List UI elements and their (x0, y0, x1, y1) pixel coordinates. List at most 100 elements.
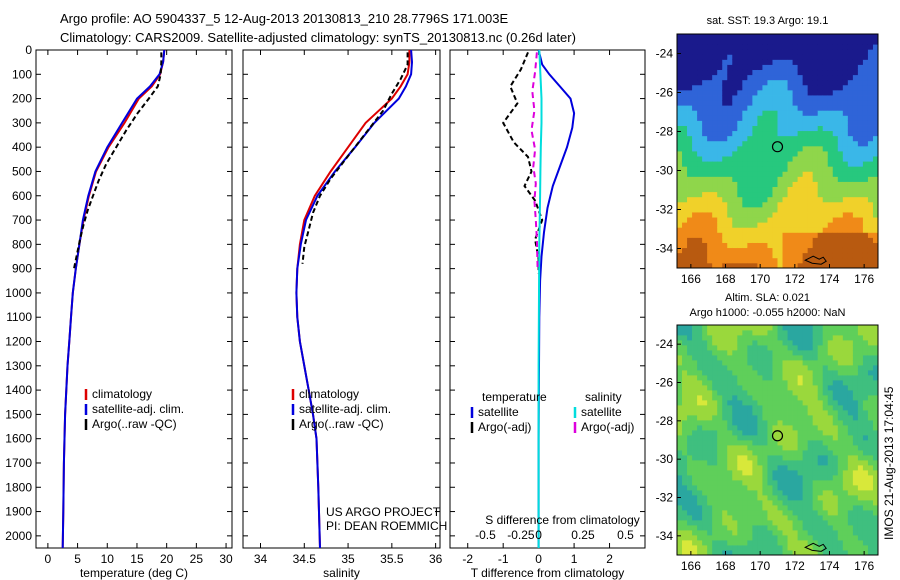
map-cell (802, 505, 809, 511)
map-cell (852, 475, 859, 481)
map-cell (792, 105, 799, 111)
map-cell (852, 161, 859, 167)
map-cell (712, 252, 718, 259)
map-cell (782, 520, 788, 526)
map-cell (792, 485, 799, 491)
map-cell (737, 115, 743, 121)
map-cell (712, 435, 718, 441)
map-cell (757, 510, 763, 516)
x-tick-label: 35 (341, 552, 355, 566)
map-cell (812, 435, 819, 441)
map-cell (682, 227, 688, 233)
map-cell (742, 375, 748, 381)
map-cell (742, 430, 748, 436)
map-cell (787, 39, 793, 45)
map-cell (742, 370, 748, 376)
map-cell (757, 110, 763, 116)
map-cell (692, 510, 698, 516)
map-cell (722, 540, 728, 546)
map-cell (817, 425, 824, 431)
map-cell (842, 176, 849, 182)
map-cell (802, 196, 809, 203)
y-tick-label: 1800 (5, 480, 32, 494)
map-cell (857, 151, 864, 157)
map-cell (712, 166, 718, 172)
map-cell (782, 500, 788, 506)
map-cell (707, 222, 713, 228)
map-cell (832, 34, 839, 40)
map-cell (707, 135, 713, 142)
map-cell (757, 54, 763, 60)
map-cell (717, 181, 723, 188)
map-cell (737, 345, 743, 351)
map-cell (827, 520, 834, 526)
x-tick-label: 174 (819, 272, 839, 286)
map-cell (862, 156, 869, 162)
map-cell (732, 415, 738, 421)
map-cell (827, 545, 834, 551)
map-cell (712, 425, 718, 431)
map-cell (832, 340, 839, 346)
map-cell (832, 425, 839, 431)
map-cell (707, 420, 713, 426)
x-tick-label: 176 (854, 272, 874, 286)
map-cell (697, 54, 703, 60)
map-cell (757, 440, 763, 446)
map-cell (682, 410, 688, 416)
map-cell (772, 79, 778, 86)
map-cell (812, 445, 819, 451)
map-cell (792, 227, 799, 233)
map-cell (737, 171, 743, 177)
map-cell (802, 550, 809, 556)
map-cell (712, 247, 718, 254)
map-cell (797, 135, 804, 142)
map-cell (742, 490, 748, 496)
map-cell (727, 550, 733, 556)
map-cell (807, 84, 814, 91)
map-cell (862, 430, 869, 436)
map-cell (747, 400, 753, 406)
map-cell (777, 440, 783, 446)
map-cell (862, 405, 869, 411)
map-cell (812, 465, 819, 471)
map-cell (687, 395, 693, 401)
map-cell (787, 330, 793, 336)
map-cell (822, 410, 829, 416)
map-cell (807, 110, 814, 116)
map-cell (717, 330, 723, 336)
map-cell (822, 206, 829, 213)
map-cell (677, 540, 683, 546)
map-cell (812, 125, 819, 132)
map-cell (742, 212, 748, 218)
map-cell (707, 410, 713, 416)
map-cell (842, 345, 849, 351)
map-cell (827, 365, 834, 371)
map-cell (847, 465, 854, 471)
map-cell (817, 217, 824, 223)
map-cell (677, 227, 683, 233)
map-cell (777, 400, 783, 406)
map-cell (732, 450, 738, 456)
map-cell (847, 69, 854, 76)
map-cell (807, 89, 814, 96)
map-cell (842, 227, 849, 233)
map-cell (812, 242, 819, 249)
x-tick-label: 166 (681, 272, 701, 286)
map-cell (782, 465, 788, 471)
legend-entry: satellite (478, 405, 519, 419)
map-cell (712, 120, 718, 126)
map-cell (812, 79, 819, 86)
map-cell (762, 69, 768, 76)
map-cell (867, 34, 874, 40)
map-cell (762, 405, 768, 411)
map-cell (677, 425, 683, 431)
map-cell (867, 120, 874, 126)
map-cell (782, 470, 788, 476)
map-cell (872, 415, 879, 421)
map-cell (872, 500, 879, 506)
map-cell (872, 64, 879, 71)
map-cell (742, 176, 748, 182)
map-cell (817, 545, 824, 551)
legend-entry: climatology (92, 387, 152, 401)
map-cell (817, 405, 824, 411)
